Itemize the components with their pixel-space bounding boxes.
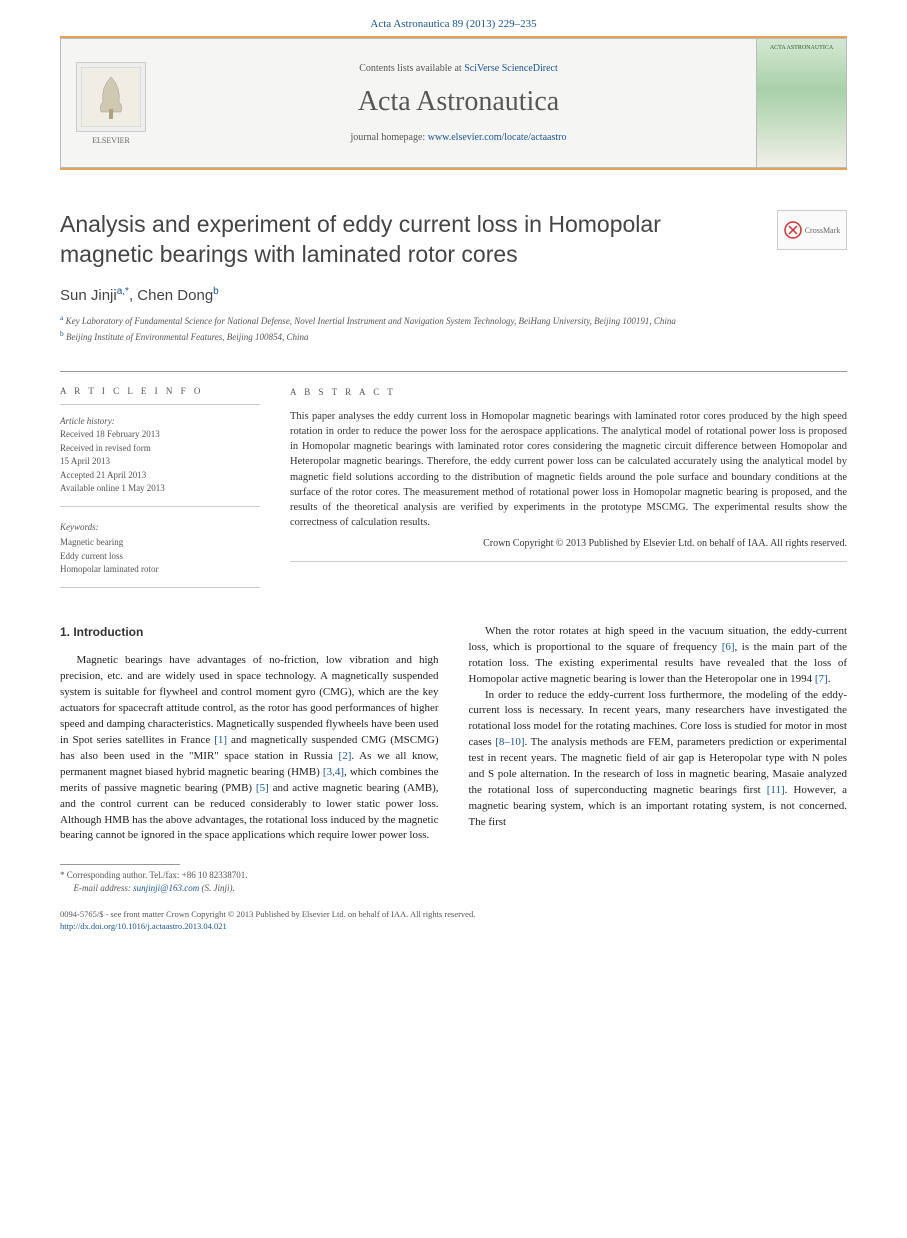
affil-b: Beijing Institute of Environmental Featu… xyxy=(64,332,309,342)
affiliations: a Key Laboratory of Fundamental Science … xyxy=(60,312,847,345)
affil-a: Key Laboratory of Fundamental Science fo… xyxy=(63,316,676,326)
footer-copyright: 0094-5765/$ - see front matter Crown Cop… xyxy=(60,909,847,921)
ref-5[interactable]: [5] xyxy=(256,782,269,794)
article-history: Article history: Received 18 February 20… xyxy=(60,415,260,507)
keyword-1: Magnetic bearing xyxy=(60,536,260,550)
doi-link[interactable]: http://dx.doi.org/10.1016/j.actaastro.20… xyxy=(60,921,227,931)
email-suffix: (S. Jinji). xyxy=(199,883,235,893)
ref-2[interactable]: [2] xyxy=(339,750,352,762)
email-label: E-mail address: xyxy=(74,883,134,893)
p2c: . xyxy=(828,673,831,685)
title-block: Analysis and experiment of eddy current … xyxy=(60,210,847,270)
header-center: Contents lists available at SciVerse Sci… xyxy=(161,39,756,167)
keywords-block: Keywords: Magnetic bearing Eddy current … xyxy=(60,521,260,588)
abstract-column: A B S T R A C T This paper analyses the … xyxy=(290,371,847,588)
keywords-label: Keywords: xyxy=(60,521,260,535)
contents-line: Contents lists available at SciVerse Sci… xyxy=(359,63,558,74)
homepage-line: journal homepage: www.elsevier.com/locat… xyxy=(351,132,567,143)
ref-3-4[interactable]: [3,4] xyxy=(323,766,344,778)
author-2[interactable]: Chen Dong xyxy=(137,287,213,304)
p1a: Magnetic bearings have advantages of no-… xyxy=(60,654,439,746)
intro-heading: 1. Introduction xyxy=(60,624,439,641)
history-revised-label: Received in revised form xyxy=(60,442,260,456)
orange-divider-bottom xyxy=(60,168,847,170)
ref-8-10[interactable]: [8–10] xyxy=(495,736,524,748)
corresponding-author-footnote: * Corresponding author. Tel./fax: +86 10… xyxy=(60,869,847,894)
intro-p2: When the rotor rotates at high speed in … xyxy=(469,624,848,688)
intro-p3: In order to reduce the eddy-current loss… xyxy=(469,688,848,831)
elsevier-tree-icon xyxy=(76,62,146,132)
article-title: Analysis and experiment of eddy current … xyxy=(60,210,700,270)
ref-1[interactable]: [1] xyxy=(214,734,227,746)
meta-abstract-row: A R T I C L E I N F O Article history: R… xyxy=(60,371,847,588)
abstract-text: This paper analyses the eddy current los… xyxy=(290,409,847,531)
keyword-3: Homopolar laminated rotor xyxy=(60,563,260,577)
article-title-wrap: Analysis and experiment of eddy current … xyxy=(60,210,700,270)
body-two-columns: 1. Introduction Magnetic bearings have a… xyxy=(60,624,847,845)
intro-p1: Magnetic bearings have advantages of no-… xyxy=(60,653,439,844)
page-footer: 0094-5765/$ - see front matter Crown Cop… xyxy=(60,909,847,933)
footnote-separator xyxy=(60,864,180,865)
journal-cover-thumbnail: ACTA ASTRONAUTICA xyxy=(756,39,846,167)
author-1[interactable]: Sun Jinji xyxy=(60,287,117,304)
journal-name: Acta Astronautica xyxy=(358,86,559,118)
article-info-label: A R T I C L E I N F O xyxy=(60,386,260,405)
author-1-sup: a,* xyxy=(117,286,129,297)
homepage-prefix: journal homepage: xyxy=(351,132,428,143)
abstract-label: A B S T R A C T xyxy=(290,386,847,399)
contents-prefix: Contents lists available at xyxy=(359,63,464,74)
article-info-column: A R T I C L E I N F O Article history: R… xyxy=(60,371,260,588)
elsevier-logo: ELSEVIER xyxy=(61,39,161,167)
crossmark-badge[interactable]: CrossMark xyxy=(777,210,847,250)
history-received: Received 18 February 2013 xyxy=(60,428,260,442)
journal-reference-link[interactable]: Acta Astronautica 89 (2013) 229–235 xyxy=(370,18,536,30)
history-revised-date: 15 April 2013 xyxy=(60,455,260,469)
corr-text: Corresponding author. Tel./fax: +86 10 8… xyxy=(65,870,248,880)
elsevier-label: ELSEVIER xyxy=(92,136,130,145)
authors-line: Sun Jinjia,*, Chen Dongb xyxy=(60,286,847,304)
journal-header-box: ELSEVIER Contents lists available at Sci… xyxy=(60,38,847,168)
abstract-copyright: Crown Copyright © 2013 Published by Else… xyxy=(290,537,847,563)
keyword-2: Eddy current loss xyxy=(60,550,260,564)
homepage-link[interactable]: www.elsevier.com/locate/actaastro xyxy=(428,132,567,143)
history-accepted: Accepted 21 April 2013 xyxy=(60,469,260,483)
author-2-sup: b xyxy=(213,286,219,297)
crossmark-label: CrossMark xyxy=(805,226,841,235)
corresponding-email-link[interactable]: sunjinji@163.com xyxy=(133,883,199,893)
cover-text: ACTA ASTRONAUTICA xyxy=(770,45,833,51)
ref-11[interactable]: [11] xyxy=(767,784,785,796)
history-label: Article history: xyxy=(60,415,260,429)
journal-reference-header: Acta Astronautica 89 (2013) 229–235 xyxy=(0,0,907,36)
ref-7[interactable]: [7] xyxy=(815,673,828,685)
ref-6[interactable]: [6] xyxy=(722,641,735,653)
history-online: Available online 1 May 2013 xyxy=(60,482,260,496)
sciencedirect-link[interactable]: SciVerse ScienceDirect xyxy=(464,63,558,74)
